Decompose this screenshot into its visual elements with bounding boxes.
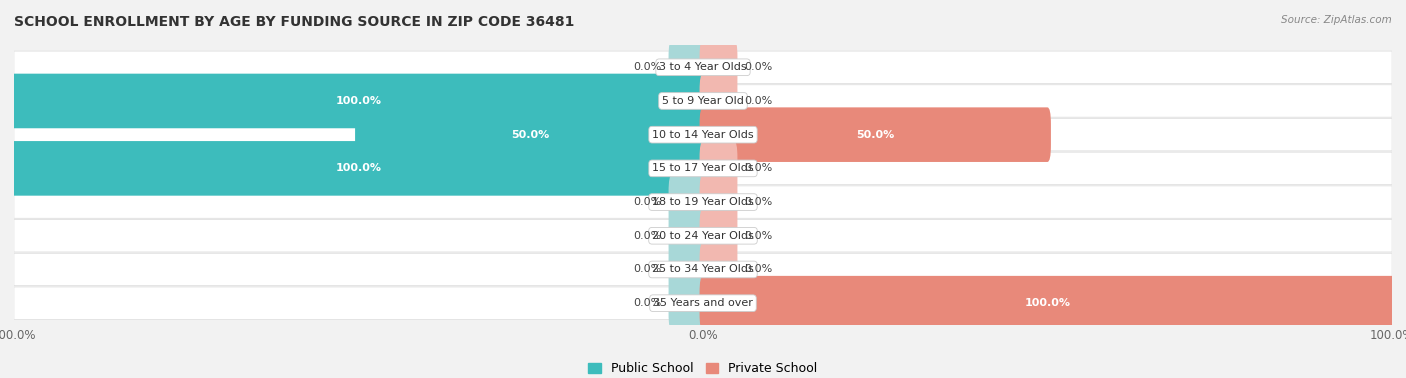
Text: 0.0%: 0.0% — [744, 62, 772, 72]
FancyBboxPatch shape — [700, 276, 1395, 330]
Legend: Public School, Private School: Public School, Private School — [583, 357, 823, 378]
FancyBboxPatch shape — [700, 40, 738, 94]
FancyBboxPatch shape — [669, 242, 706, 297]
FancyBboxPatch shape — [700, 141, 738, 196]
Text: 0.0%: 0.0% — [744, 197, 772, 207]
Text: SCHOOL ENROLLMENT BY AGE BY FUNDING SOURCE IN ZIP CODE 36481: SCHOOL ENROLLMENT BY AGE BY FUNDING SOUR… — [14, 15, 575, 29]
Text: 50.0%: 50.0% — [856, 130, 894, 139]
Text: 0.0%: 0.0% — [634, 231, 662, 241]
FancyBboxPatch shape — [356, 107, 706, 162]
FancyBboxPatch shape — [669, 276, 706, 330]
FancyBboxPatch shape — [700, 107, 1050, 162]
FancyBboxPatch shape — [11, 74, 706, 128]
FancyBboxPatch shape — [700, 175, 738, 229]
FancyBboxPatch shape — [669, 40, 706, 94]
Text: 0.0%: 0.0% — [634, 265, 662, 274]
Text: 100.0%: 100.0% — [336, 96, 381, 106]
Text: 35 Years and over: 35 Years and over — [652, 298, 754, 308]
Text: 18 to 19 Year Olds: 18 to 19 Year Olds — [652, 197, 754, 207]
Text: 50.0%: 50.0% — [512, 130, 550, 139]
FancyBboxPatch shape — [14, 287, 1392, 319]
FancyBboxPatch shape — [14, 85, 1392, 117]
FancyBboxPatch shape — [14, 118, 1392, 151]
FancyBboxPatch shape — [700, 74, 738, 128]
Text: 5 to 9 Year Old: 5 to 9 Year Old — [662, 96, 744, 106]
Text: 0.0%: 0.0% — [744, 163, 772, 174]
FancyBboxPatch shape — [14, 220, 1392, 252]
Text: 10 to 14 Year Olds: 10 to 14 Year Olds — [652, 130, 754, 139]
Text: 100.0%: 100.0% — [1025, 298, 1070, 308]
FancyBboxPatch shape — [700, 242, 738, 297]
Text: 15 to 17 Year Olds: 15 to 17 Year Olds — [652, 163, 754, 174]
FancyBboxPatch shape — [14, 152, 1392, 184]
FancyBboxPatch shape — [669, 175, 706, 229]
Text: 100.0%: 100.0% — [336, 163, 381, 174]
FancyBboxPatch shape — [11, 141, 706, 196]
Text: 3 to 4 Year Olds: 3 to 4 Year Olds — [659, 62, 747, 72]
Text: Source: ZipAtlas.com: Source: ZipAtlas.com — [1281, 15, 1392, 25]
Text: 0.0%: 0.0% — [634, 62, 662, 72]
FancyBboxPatch shape — [14, 186, 1392, 218]
Text: 0.0%: 0.0% — [744, 265, 772, 274]
Text: 0.0%: 0.0% — [634, 298, 662, 308]
Text: 20 to 24 Year Olds: 20 to 24 Year Olds — [652, 231, 754, 241]
Text: 0.0%: 0.0% — [744, 231, 772, 241]
Text: 25 to 34 Year Olds: 25 to 34 Year Olds — [652, 265, 754, 274]
FancyBboxPatch shape — [14, 51, 1392, 84]
FancyBboxPatch shape — [14, 253, 1392, 286]
Text: 0.0%: 0.0% — [634, 197, 662, 207]
FancyBboxPatch shape — [669, 209, 706, 263]
Text: 0.0%: 0.0% — [744, 96, 772, 106]
FancyBboxPatch shape — [700, 209, 738, 263]
